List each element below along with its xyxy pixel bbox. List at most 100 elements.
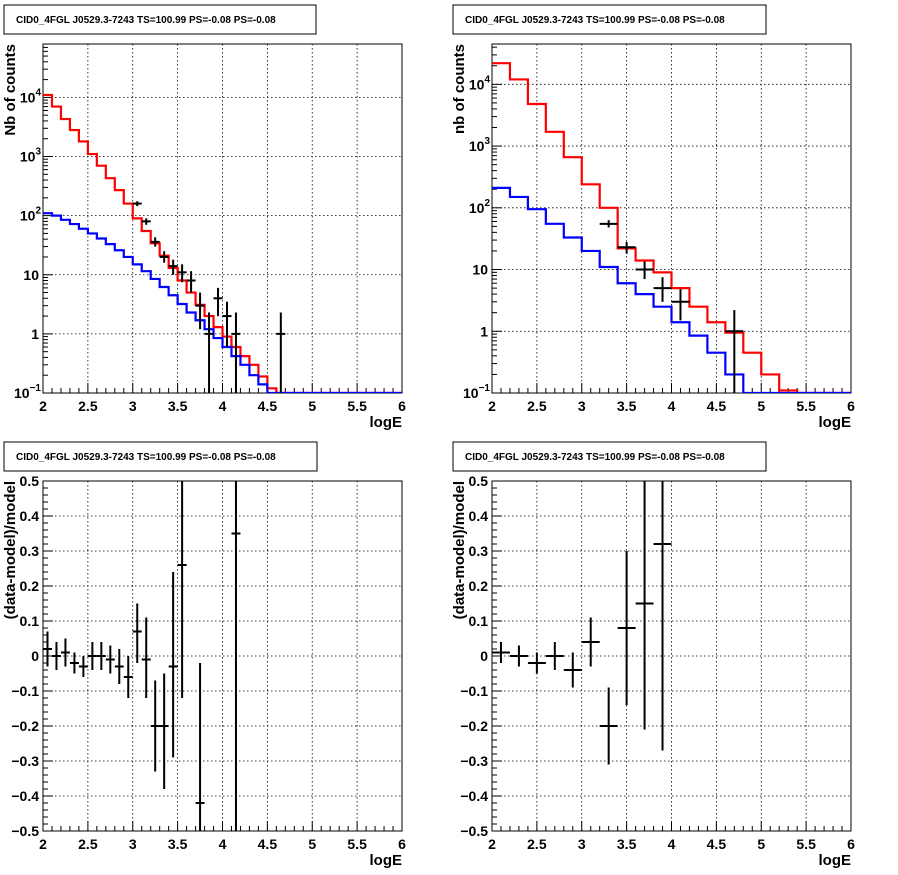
data-point bbox=[599, 220, 618, 228]
y-tick-label: 104 bbox=[20, 87, 42, 105]
data-point bbox=[186, 271, 196, 293]
plot-area bbox=[43, 93, 402, 393]
x-tick-label: 6 bbox=[398, 836, 406, 852]
x-tick-label: 2 bbox=[39, 398, 47, 414]
data-point bbox=[159, 673, 169, 789]
y-tick-label: 10−1 bbox=[14, 383, 41, 401]
x-tick-label: 6 bbox=[398, 398, 406, 414]
total-model-histogram bbox=[43, 93, 402, 393]
panel-residuals-fine: CID0_4FGL J0529.3-7243 TS=100.99 PS=-0.0… bbox=[2, 441, 406, 869]
y-tick-label: −0.1 bbox=[11, 683, 39, 699]
data-point bbox=[276, 312, 286, 393]
x-tick-label: 4 bbox=[219, 836, 227, 852]
x-tick-label: 5 bbox=[757, 398, 765, 414]
data-point bbox=[105, 645, 115, 674]
data-point bbox=[545, 642, 564, 670]
y-tick-label: −0.5 bbox=[11, 823, 39, 839]
x-axis-label: logE bbox=[370, 414, 403, 431]
data-point bbox=[60, 638, 70, 667]
title-box bbox=[452, 4, 767, 35]
data-point bbox=[87, 642, 97, 670]
x-axis-label: logE bbox=[819, 414, 852, 431]
data-point bbox=[725, 310, 744, 393]
y-tick-label: −0.5 bbox=[460, 823, 488, 839]
data-point bbox=[141, 617, 151, 698]
x-tick-label: 4.5 bbox=[258, 398, 278, 414]
x-tick-label: 2.5 bbox=[78, 836, 98, 852]
y-axis-label: Nb of counts bbox=[2, 44, 19, 136]
panel-residuals-coarse: CID0_4FGL J0529.3-7243 TS=100.99 PS=-0.0… bbox=[451, 441, 855, 869]
component-model-histogram bbox=[43, 212, 402, 393]
data-point bbox=[69, 652, 79, 674]
x-tick-label: 2.5 bbox=[78, 398, 98, 414]
data-point bbox=[114, 649, 124, 684]
chart-title: CID0_4FGL J0529.3-7243 TS=100.99 PS=-0.0… bbox=[16, 15, 276, 26]
data-point bbox=[492, 642, 510, 663]
x-tick-label: 2.5 bbox=[527, 398, 547, 414]
y-tick-label: 0.5 bbox=[20, 473, 40, 489]
x-tick-label: 5.5 bbox=[347, 836, 367, 852]
y-tick-label: 10−1 bbox=[463, 383, 490, 401]
chart-title: CID0_4FGL J0529.3-7243 TS=100.99 PS=-0.0… bbox=[16, 452, 276, 463]
x-tick-label: 2 bbox=[39, 836, 47, 852]
panel-counts-coarse: CID0_4FGL J0529.3-7243 TS=100.99 PS=-0.0… bbox=[451, 4, 855, 431]
y-tick-label: 1 bbox=[480, 323, 488, 339]
x-tick-label: 2 bbox=[488, 398, 496, 414]
data-point bbox=[43, 631, 52, 667]
x-tick-label: 4 bbox=[668, 836, 676, 852]
data-point bbox=[581, 617, 600, 667]
data-point bbox=[168, 572, 178, 758]
x-tick-label: 3.5 bbox=[168, 836, 188, 852]
data-point bbox=[527, 652, 546, 674]
y-tick-label: −0.2 bbox=[460, 718, 488, 734]
data-point bbox=[222, 301, 232, 347]
chart-title: CID0_4FGL J0529.3-7243 TS=100.99 PS=-0.0… bbox=[465, 452, 725, 463]
data-point bbox=[78, 656, 88, 677]
y-axis-label: (data-model)/model bbox=[451, 481, 468, 619]
x-axis-label: logE bbox=[370, 852, 403, 869]
data-point bbox=[671, 289, 690, 321]
x-tick-label: 6 bbox=[847, 398, 855, 414]
y-tick-label: 0.4 bbox=[20, 508, 40, 524]
y-tick-label: 0.4 bbox=[469, 508, 489, 524]
y-tick-label: 0 bbox=[31, 648, 39, 664]
x-tick-label: 5 bbox=[757, 836, 765, 852]
y-tick-label: −0.4 bbox=[460, 788, 488, 804]
data-point bbox=[177, 481, 187, 698]
x-tick-label: 5 bbox=[308, 836, 316, 852]
data-point bbox=[123, 656, 133, 698]
data-point bbox=[231, 481, 241, 831]
x-tick-label: 2 bbox=[488, 836, 496, 852]
data-point bbox=[51, 642, 61, 670]
data-point bbox=[150, 680, 160, 772]
data-point bbox=[653, 481, 672, 751]
data-point bbox=[159, 251, 169, 263]
y-tick-label: 104 bbox=[469, 74, 491, 92]
data-point bbox=[177, 264, 187, 283]
x-tick-label: 4 bbox=[219, 398, 227, 414]
data-point bbox=[617, 241, 636, 254]
x-tick-label: 4.5 bbox=[707, 836, 727, 852]
data-point bbox=[213, 287, 223, 317]
x-tick-label: 5.5 bbox=[347, 398, 367, 414]
x-tick-label: 4.5 bbox=[707, 398, 727, 414]
data-point bbox=[231, 312, 241, 393]
chart-title: CID0_4FGL J0529.3-7243 TS=100.99 PS=-0.0… bbox=[465, 15, 725, 26]
data-point bbox=[635, 261, 654, 280]
data-point bbox=[132, 201, 142, 207]
x-tick-label: 3 bbox=[578, 836, 586, 852]
data-point bbox=[563, 652, 582, 688]
y-tick-label: 0.1 bbox=[20, 613, 40, 629]
y-tick-label: 0.1 bbox=[469, 613, 489, 629]
x-tick-label: 5 bbox=[308, 398, 316, 414]
y-tick-label: 102 bbox=[20, 206, 42, 224]
x-tick-label: 3.5 bbox=[617, 836, 637, 852]
data-point bbox=[96, 642, 106, 670]
data-point bbox=[599, 687, 618, 765]
data-point bbox=[168, 259, 178, 275]
title-box bbox=[452, 441, 767, 472]
y-tick-label: 103 bbox=[469, 136, 491, 154]
y-axis-label: nb of counts bbox=[451, 44, 468, 134]
x-tick-label: 3 bbox=[129, 836, 137, 852]
